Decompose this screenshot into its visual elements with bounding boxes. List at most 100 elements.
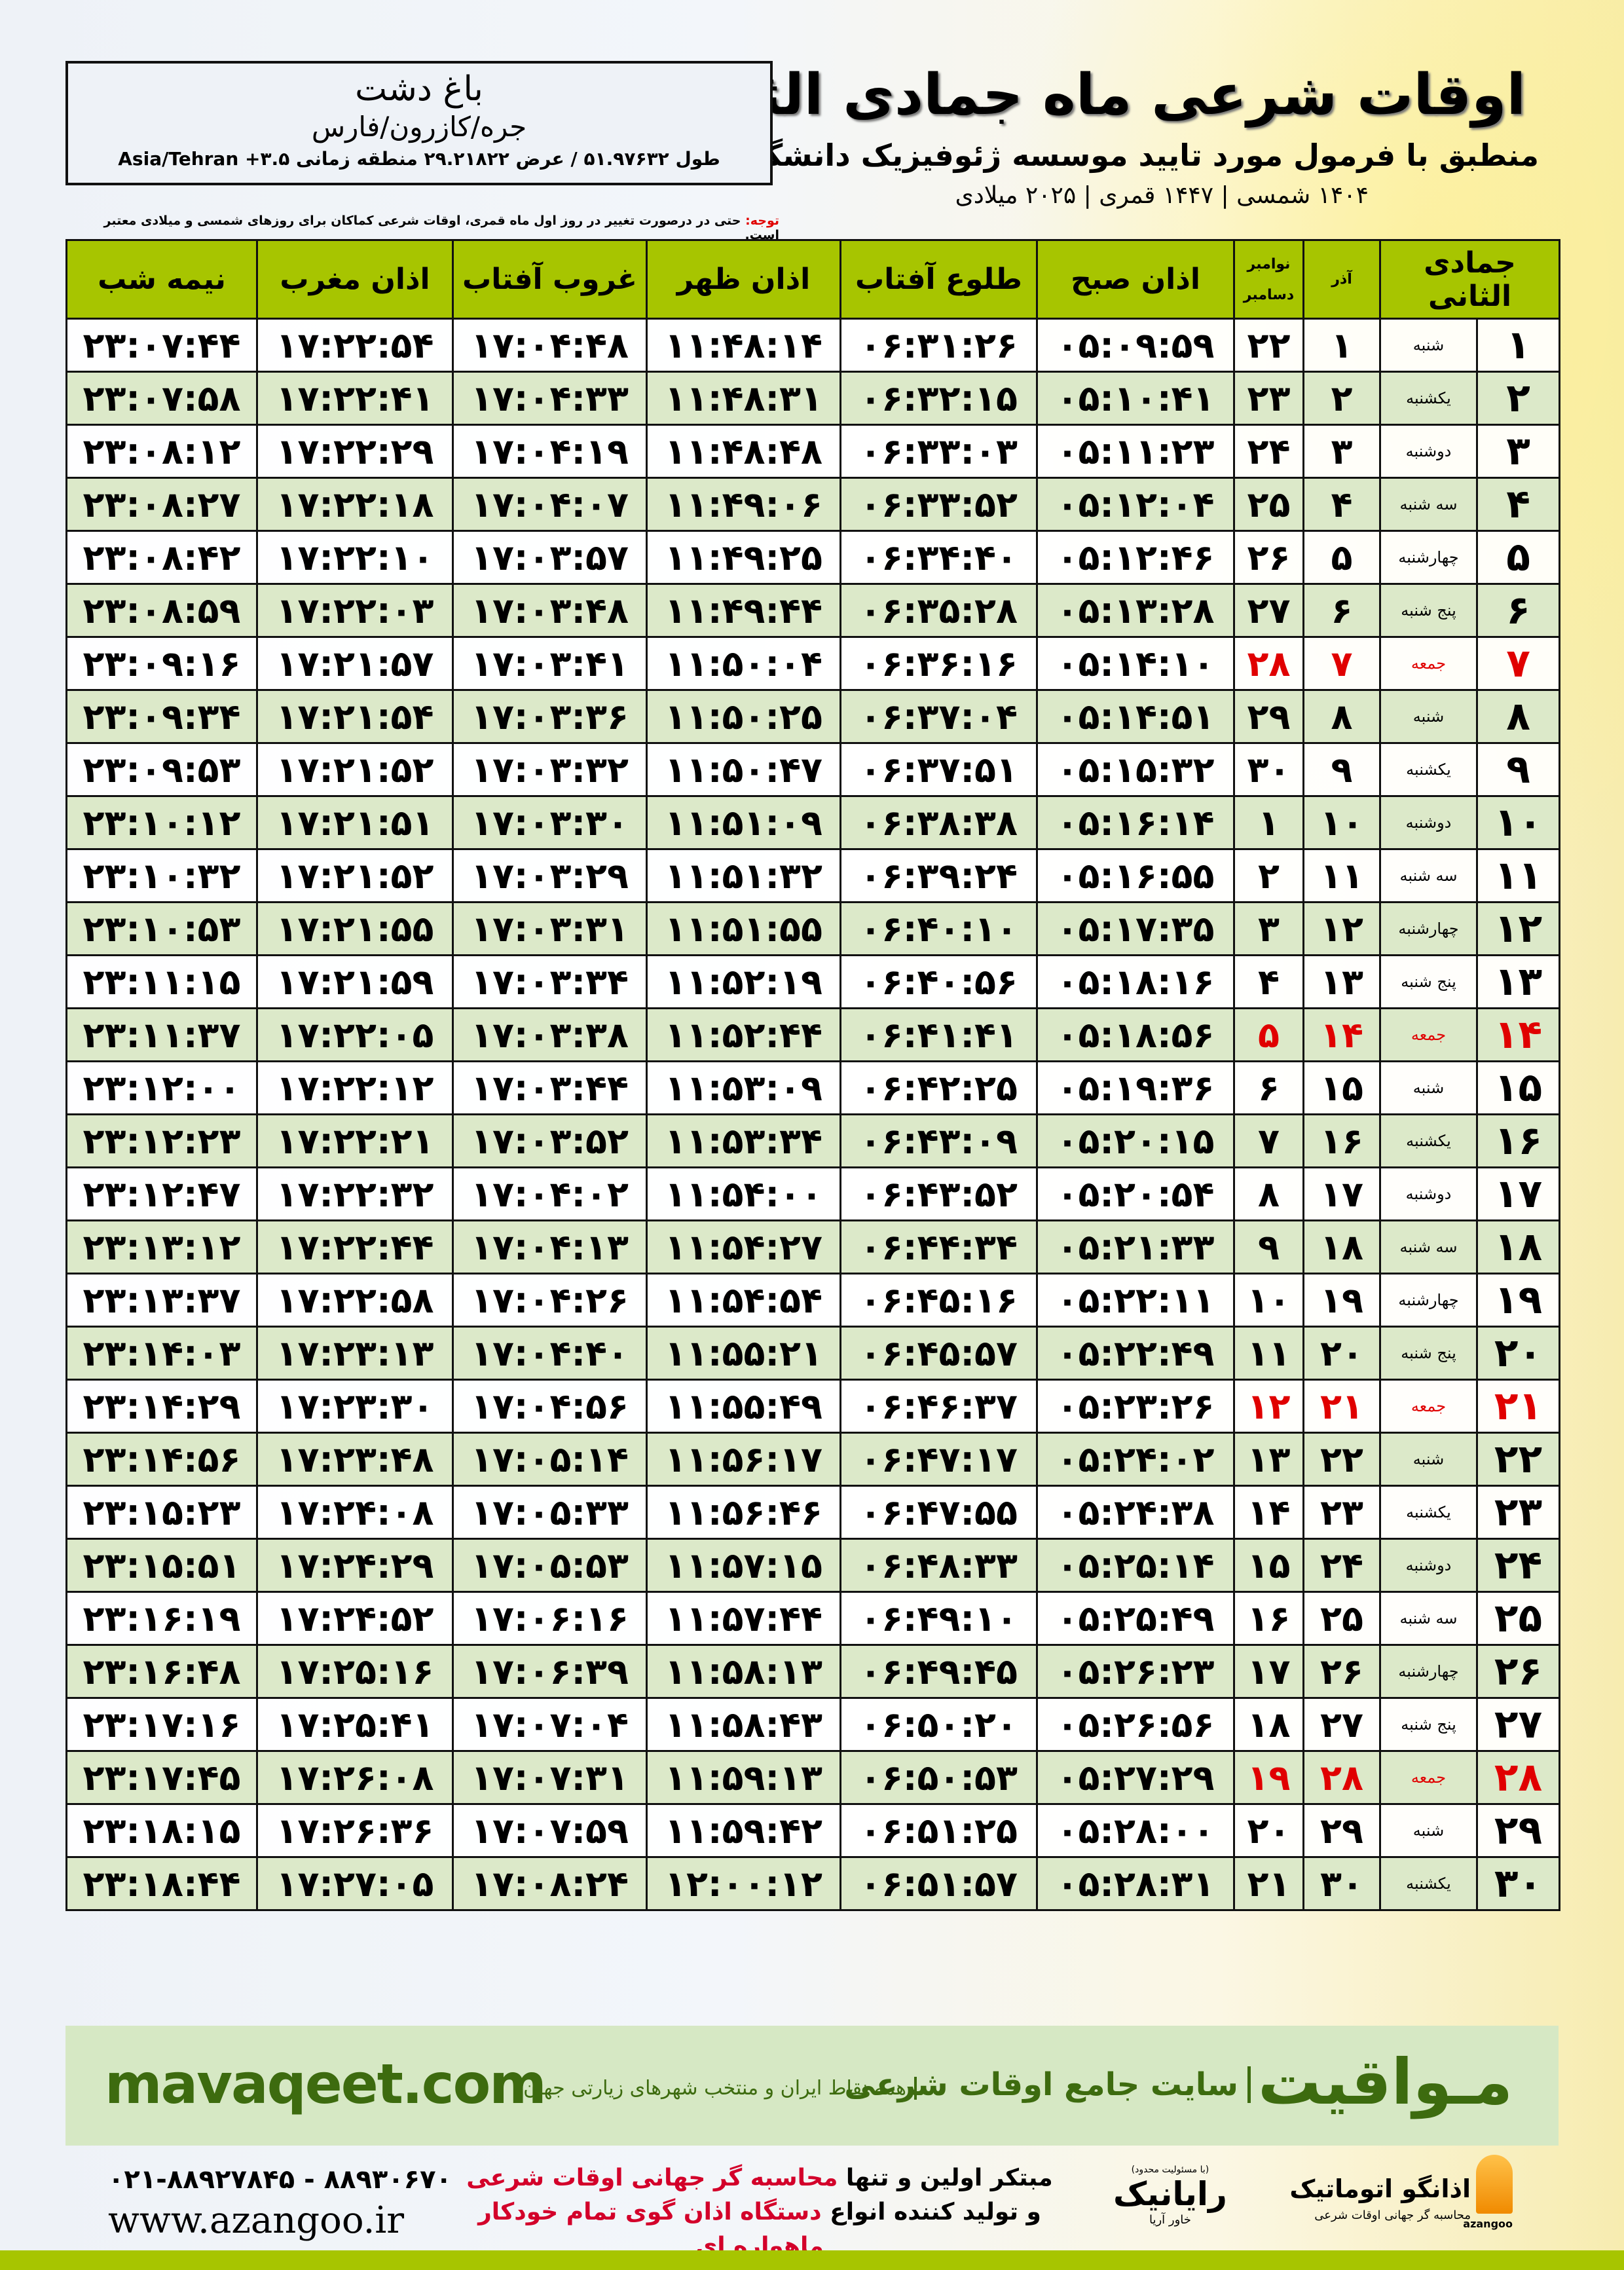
midnight-time: ۲۳:۱۶:۴۸: [65, 1644, 258, 1699]
dhuhr-time: ۱۱:۵۷:۴۴: [646, 1591, 841, 1646]
sunset-time: ۱۷:۰۳:۳۲: [452, 742, 648, 797]
banner-url[interactable]: mavaqeet.com: [105, 2052, 547, 2116]
azar-day: ۲۷: [1302, 1697, 1381, 1752]
day-number: ۱۸: [1476, 1219, 1561, 1275]
fajr-time: ۰۵:۲۸:۰۰: [1036, 1803, 1235, 1858]
gregorian-day: ۱۹: [1233, 1750, 1304, 1805]
sunset-time: ۱۷:۰۴:۵۶: [452, 1379, 648, 1434]
mavaqeet-logo: مـواقیت: [1257, 2045, 1513, 2119]
table-row: ۲۳ یکشنبه ۲۳ ۱۴ ۰۵:۲۴:۳۸ ۰۶:۴۷:۵۵ ۱۱:۵۶:۴۶ ۱۷:۰…: [65, 1485, 1561, 1540]
sunrise-time: ۰۶:۴۳:۰۹: [840, 1113, 1038, 1168]
sunrise-time: ۰۶:۴۲:۲۵: [840, 1060, 1038, 1115]
header-sunrise: طلوع آفتاب: [840, 239, 1038, 320]
gregorian-day: ۱: [1233, 795, 1304, 850]
dhuhr-time: ۱۱:۵۷:۱۵: [646, 1538, 841, 1593]
weekday: یکشنبه: [1378, 742, 1479, 797]
azar-day: ۲۴: [1302, 1538, 1381, 1593]
fajr-time: ۰۵:۲۳:۲۶: [1036, 1379, 1235, 1434]
gregorian-day: ۶: [1233, 1060, 1304, 1115]
midnight-time: ۲۳:۰۹:۱۶: [65, 636, 258, 691]
maghrib-time: ۱۷:۲۲:۱۲: [256, 1060, 454, 1115]
sunset-time: ۱۷:۰۴:۰۲: [452, 1166, 648, 1221]
gregorian-day: ۴: [1233, 954, 1304, 1009]
gregorian-day: ۱۰: [1233, 1273, 1304, 1328]
midnight-time: ۲۳:۰۸:۱۲: [65, 424, 258, 479]
bottom-bar: [0, 2250, 1624, 2270]
rayanik-note: (با مسئولیت محدود): [1131, 2165, 1209, 2175]
mavaqeet-banner[interactable]: مـواقیت سایت جامع اوقات شرعی همه نقاط ای…: [65, 2026, 1559, 2146]
midnight-time: ۲۳:۱۵:۵۱: [65, 1538, 258, 1593]
sunset-time: ۱۷:۰۸:۲۴: [452, 1856, 648, 1911]
maghrib-time: ۱۷:۲۴:۲۹: [256, 1538, 454, 1593]
header-december: دسامبر: [1243, 286, 1295, 303]
dhuhr-time: ۱۱:۵۹:۱۳: [646, 1750, 841, 1805]
sunrise-time: ۰۶:۵۰:۵۳: [840, 1750, 1038, 1805]
calendar-years: ۱۴۰۴ شمسی | ۱۴۴۷ قمری | ۲۰۲۵ میلادی: [955, 182, 1369, 209]
fajr-time: ۰۵:۱۲:۰۴: [1036, 477, 1235, 532]
maghrib-time: ۱۷:۲۱:۵۱: [256, 795, 454, 850]
midnight-time: ۲۳:۱۰:۵۳: [65, 901, 258, 956]
sunset-time: ۱۷:۰۴:۲۶: [452, 1273, 648, 1328]
azangoo-sub: محاسبه گر جهانی اوقات شرعی: [1314, 2208, 1471, 2222]
table-row: ۸ شنبه ۸ ۲۹ ۰۵:۱۴:۵۱ ۰۶:۳۷:۰۴ ۱۱:۵۰:۲۵ ۱۷:۰۳:۳۶…: [65, 689, 1561, 744]
midnight-time: ۲۳:۱۴:۰۳: [65, 1326, 258, 1381]
header-month: جمادی الثانی: [1378, 239, 1561, 320]
azar-day: ۲۶: [1302, 1644, 1381, 1699]
sunset-time: ۱۷:۰۶:۱۶: [452, 1591, 648, 1646]
table-row: ۵ چهارشنبه ۵ ۲۶ ۰۵:۱۲:۴۶ ۰۶:۳۴:۴۰ ۱۱:۴۹:۲۵ ۱۷:۰…: [65, 530, 1561, 585]
gregorian-day: ۸: [1233, 1166, 1304, 1221]
fajr-time: ۰۵:۲۴:۳۸: [1036, 1485, 1235, 1540]
midnight-time: ۲۳:۰۹:۳۴: [65, 689, 258, 744]
gregorian-day: ۱۴: [1233, 1485, 1304, 1540]
azangoo-website[interactable]: www.azangoo.ir: [108, 2199, 405, 2242]
azar-day: ۱۱: [1302, 848, 1381, 903]
gregorian-day: ۳۰: [1233, 742, 1304, 797]
fajr-time: ۰۵:۲۵:۱۴: [1036, 1538, 1235, 1593]
azangoo-name: اذانگو اتوماتیک: [1289, 2174, 1471, 2203]
midnight-time: ۲۳:۱۰:۱۲: [65, 795, 258, 850]
day-number: ۳: [1476, 424, 1561, 479]
sunset-time: ۱۷:۰۳:۴۴: [452, 1060, 648, 1115]
table-row: ۲۶ چهارشنبه ۲۶ ۱۷ ۰۵:۲۶:۲۳ ۰۶:۴۹:۴۵ ۱۱:۵۸:۱۳ ۱۷…: [65, 1644, 1561, 1699]
weekday: چهارشنبه: [1378, 530, 1479, 585]
day-number: ۲۴: [1476, 1538, 1561, 1593]
sunrise-time: ۰۶:۳۷:۵۱: [840, 742, 1038, 797]
sunset-time: ۱۷:۰۳:۴۸: [452, 583, 648, 638]
azar-day: ۲: [1302, 371, 1381, 426]
midnight-time: ۲۳:۰۸:۴۲: [65, 530, 258, 585]
gregorian-day: ۲۹: [1233, 689, 1304, 744]
sunrise-time: ۰۶:۴۶:۳۷: [840, 1379, 1038, 1434]
gregorian-day: ۲۷: [1233, 583, 1304, 638]
midnight-time: ۲۳:۱۶:۱۹: [65, 1591, 258, 1646]
azar-day: ۱: [1302, 318, 1381, 373]
maghrib-time: ۱۷:۲۱:۵۲: [256, 848, 454, 903]
dhuhr-time: ۱۲:۰۰:۱۲: [646, 1856, 841, 1911]
azar-day: ۲۰: [1302, 1326, 1381, 1381]
weekday: جمعه: [1378, 1007, 1479, 1062]
midnight-time: ۲۳:۱۴:۲۹: [65, 1379, 258, 1434]
azar-day: ۱۸: [1302, 1219, 1381, 1275]
fajr-time: ۰۵:۱۲:۴۶: [1036, 530, 1235, 585]
gregorian-day: ۲۱: [1233, 1856, 1304, 1911]
gregorian-day: ۹: [1233, 1219, 1304, 1275]
day-number: ۱۳: [1476, 954, 1561, 1009]
header-gregorian: نوامبر دسامبر: [1233, 239, 1304, 320]
day-number: ۲۰: [1476, 1326, 1561, 1381]
azar-day: ۶: [1302, 583, 1381, 638]
fajr-time: ۰۵:۲۵:۴۹: [1036, 1591, 1235, 1646]
promo-line2-a: و تولید کننده انواع: [821, 2199, 1041, 2225]
table-row: ۲۷ پنج شنبه ۲۷ ۱۸ ۰۵:۲۶:۵۶ ۰۶:۵۰:۲۰ ۱۱:۵۸:۴۳ ۱۷…: [65, 1697, 1561, 1752]
midnight-time: ۲۳:۰۹:۵۳: [65, 742, 258, 797]
azar-day: ۱۰: [1302, 795, 1381, 850]
table-row: ۹ یکشنبه ۹ ۳۰ ۰۵:۱۵:۳۲ ۰۶:۳۷:۵۱ ۱۱:۵۰:۴۷ ۱۷:۰۳:…: [65, 742, 1561, 797]
azar-day: ۲۱: [1302, 1379, 1381, 1434]
fajr-time: ۰۵:۲۶:۵۶: [1036, 1697, 1235, 1752]
weekday: جمعه: [1378, 636, 1479, 691]
table-header-row: جمادی الثانی آذر نوامبر دسامبر اذان صبح …: [65, 239, 1561, 320]
header-midnight: نیمه شب: [65, 239, 258, 320]
day-number: ۲۶: [1476, 1644, 1561, 1699]
maghrib-time: ۱۷:۲۲:۲۹: [256, 424, 454, 479]
sunset-time: ۱۷:۰۷:۳۱: [452, 1750, 648, 1805]
midnight-time: ۲۳:۱۲:۴۷: [65, 1166, 258, 1221]
sunrise-time: ۰۶:۳۳:۰۳: [840, 424, 1038, 479]
